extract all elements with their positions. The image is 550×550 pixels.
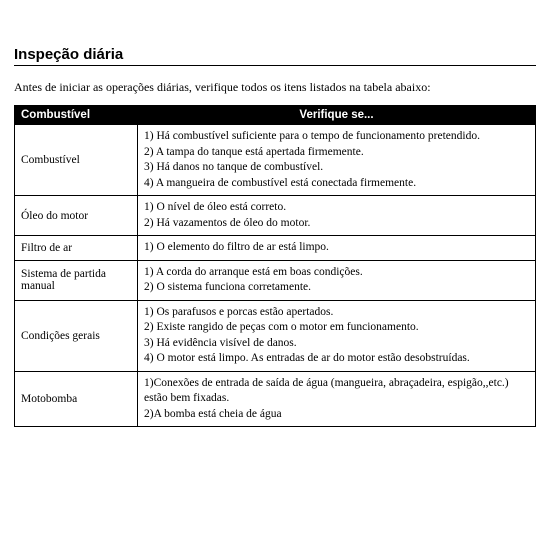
check-item: 1) O nível de óleo está correto.	[144, 200, 529, 216]
row-items: 1) Os parafusos e porcas estão apertados…	[138, 300, 536, 371]
row-label: Combustível	[15, 125, 138, 196]
row-items: 1) A corda do arranque está em boas cond…	[138, 260, 536, 300]
check-item: 4) O motor está limpo. As entradas de ar…	[144, 351, 529, 367]
row-items: 1) O elemento do filtro de ar está limpo…	[138, 236, 536, 261]
check-item: 1)Conexões de entrada de saída de água (…	[144, 376, 529, 407]
row-label: Óleo do motor	[15, 196, 138, 236]
table-row: Motobomba1)Conexões de entrada de saída …	[15, 371, 536, 427]
table-row: Combustível 1) Há combustível suficiente …	[15, 125, 536, 196]
row-label: Motobomba	[15, 371, 138, 427]
check-item: 2) O sistema funciona corretamente.	[144, 280, 529, 296]
row-label: Condições gerais	[15, 300, 138, 371]
table-row: Óleo do motor1) O nível de óleo está cor…	[15, 196, 536, 236]
check-item: 3) Há danos no tanque de combustível.	[144, 160, 529, 176]
row-items: 1) O nível de óleo está correto.2) Há va…	[138, 196, 536, 236]
inspection-table: Combustível Verifique se... Combustível1…	[14, 105, 536, 427]
table-header-col2: Verifique se...	[138, 106, 536, 125]
row-label: Filtro de ar	[15, 236, 138, 261]
row-items: 1)Conexões de entrada de saída de água (…	[138, 371, 536, 427]
check-item: 1) Os parafusos e porcas estão apertados…	[144, 305, 529, 321]
row-items: 1) Há combustível suficiente para o temp…	[138, 125, 536, 196]
check-item: 2)A bomba está cheia de água	[144, 407, 529, 423]
table-row: Condições gerais 1) Os parafusos e porcas…	[15, 300, 536, 371]
row-label: Sistema de partida manual	[15, 260, 138, 300]
check-item: 3) Há evidência visível de danos.	[144, 336, 529, 352]
table-header-col1: Combustível	[15, 106, 138, 125]
table-row: Sistema de partida manual 1) A corda do a…	[15, 260, 536, 300]
intro-text: Antes de iniciar as operações diárias, v…	[14, 80, 536, 95]
check-item: 2) Existe rangido de peças com o motor e…	[144, 320, 529, 336]
section-title: Inspeção diária	[14, 46, 536, 63]
check-item: 2) Há vazamentos de óleo do motor.	[144, 216, 529, 232]
check-item: 4) A mangueira de combustível está conec…	[144, 176, 529, 192]
check-item: 1) A corda do arranque está em boas cond…	[144, 265, 529, 281]
check-item: 1) Há combustível suficiente para o temp…	[144, 129, 529, 145]
table-row: Filtro de ar 1) O elemento do filtro de a…	[15, 236, 536, 261]
title-underline	[14, 65, 536, 66]
check-item: 2) A tampa do tanque está apertada firme…	[144, 145, 529, 161]
check-item: 1) O elemento do filtro de ar está limpo…	[144, 240, 529, 256]
